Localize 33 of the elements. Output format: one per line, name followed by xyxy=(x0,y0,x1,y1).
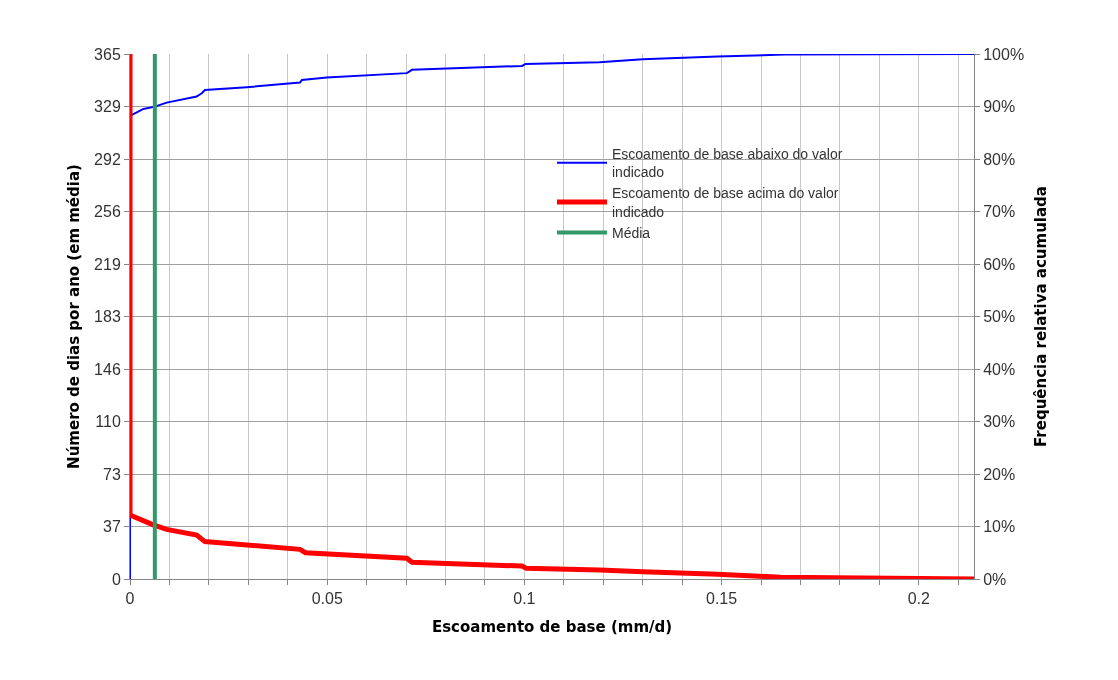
y-tick-label: 146 xyxy=(94,360,121,378)
y2-tick-label: 10% xyxy=(983,518,1016,536)
x-tick-label: 0 xyxy=(125,590,135,608)
y-tick-label: 0 xyxy=(111,570,121,588)
y-tick-label: 219 xyxy=(94,255,121,273)
legend-label: Escoamento de base acima do valor indicado xyxy=(612,185,839,220)
x-tick-label: 0.15 xyxy=(706,590,738,608)
x-tick-label: 0.05 xyxy=(311,590,343,608)
x-tick-label: 0.1 xyxy=(513,590,536,608)
y-tick-label: 37 xyxy=(103,518,121,536)
y2-tick-label: 0% xyxy=(983,570,1007,588)
y-tick-label: 256 xyxy=(94,203,121,221)
x-axis-title: Escoamento de base (mm/d) xyxy=(431,618,673,637)
y-tick-label: 329 xyxy=(94,98,121,116)
legend-label: Média xyxy=(612,224,651,241)
y-tick-label: 110 xyxy=(95,413,121,431)
y2-tick-label: 20% xyxy=(983,465,1016,483)
y2-tick-label: 80% xyxy=(983,150,1016,168)
y2-tick-label: 30% xyxy=(983,413,1016,431)
legend-label: Escoamento de base abaixo do valor indicado xyxy=(612,146,843,181)
y2-tick-label: 40% xyxy=(983,360,1016,378)
y2-tick-label: 100% xyxy=(983,45,1025,63)
y2-tick-label: 90% xyxy=(983,98,1016,116)
y-tick-label: 183 xyxy=(94,308,121,326)
x-tick-label: 0.2 xyxy=(907,590,931,608)
y2-tick-label: 60% xyxy=(983,255,1016,273)
y-tick-label: 292 xyxy=(94,150,121,168)
y-tick-label: 73 xyxy=(103,465,121,483)
y2-tick-label: 70% xyxy=(983,203,1016,221)
y2-axis-title: Frequência relativa acumulada xyxy=(1032,186,1051,447)
y2-tick-label: 50% xyxy=(983,308,1016,326)
y-tick-label: 365 xyxy=(94,45,121,63)
y-axis-title: Número de dias por ano (em média) xyxy=(65,164,84,469)
